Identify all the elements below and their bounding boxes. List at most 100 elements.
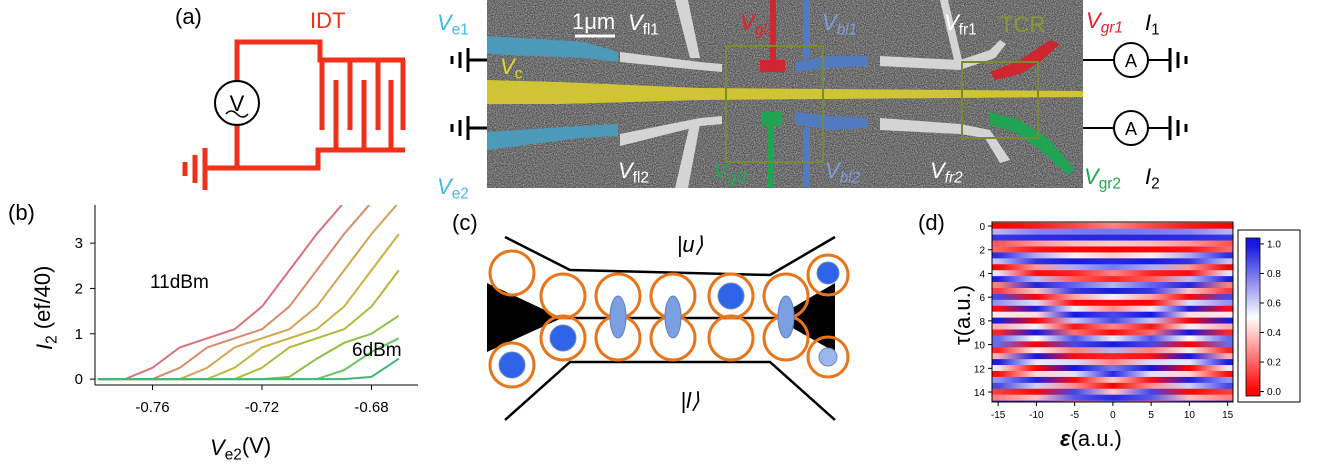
y-tick-label: 0 (75, 371, 83, 388)
colorbar-tick-label: 1.0 (1267, 239, 1281, 250)
region-label: TCR (1000, 12, 1045, 37)
y-tick-label: 0 (979, 222, 985, 233)
heatmap (992, 223, 1233, 407)
colorbar-tick-label: 0.8 (1267, 269, 1281, 280)
heatmap-row (992, 229, 1233, 236)
y-tick-label: 3 (75, 235, 83, 252)
state-label: |l⟩ (680, 388, 700, 413)
subscript: bl1 (837, 22, 858, 39)
label-rest: (a.u.) (1071, 426, 1122, 451)
y-tick-label: 1 (75, 326, 83, 343)
heatmap-row (992, 258, 1233, 265)
heatmap-row (992, 371, 1233, 378)
scale-bar-label: 1μm (572, 9, 615, 34)
x-axis-label: ε(a.u.) (1060, 426, 1122, 451)
x-axis-label: Ve2(V) (210, 433, 271, 464)
current-label: I1 (1145, 10, 1160, 39)
heatmap-row (992, 312, 1233, 319)
y-tick-label: 2 (979, 246, 985, 257)
heatmap-row (992, 365, 1233, 372)
heatmap-row (992, 288, 1233, 295)
y-axis-label: I2 (ef/40) (30, 266, 61, 350)
y-tick-label: 6 (979, 293, 985, 304)
symbol: ε (1060, 426, 1071, 451)
x-tick-label: 15 (1222, 410, 1234, 421)
y-tick-label: 12 (974, 364, 986, 375)
label-rest: (ef/40) (30, 266, 55, 336)
x-tick-label: 0 (1110, 410, 1116, 421)
panel-label: (b) (8, 200, 35, 225)
x-tick-label: 10 (1184, 410, 1196, 421)
heatmap-row (992, 306, 1233, 313)
x-tick-label: 5 (1148, 410, 1154, 421)
heatmap-row (992, 389, 1233, 396)
subscript: gl2 (728, 170, 749, 187)
subscript: 2 (44, 335, 61, 344)
gate-label: Vgr1 (1086, 8, 1123, 37)
heatmap-row (992, 395, 1233, 402)
source-label: V (230, 91, 245, 116)
page: { "panel_a": { "label": "(a)", "idt": "I… (0, 0, 1338, 466)
ammeter-label: A (1125, 51, 1137, 71)
subscript: gr1 (1101, 20, 1123, 37)
colorbar-tick-label: 0.4 (1267, 328, 1281, 339)
label-rest: (V) (242, 433, 271, 458)
x-tick-label: -15 (991, 410, 1006, 421)
current-label: I2 (1145, 164, 1160, 193)
heatmap-row (992, 359, 1233, 366)
heatmap-row (992, 235, 1233, 242)
heatmap-row (992, 347, 1233, 354)
heatmap-row (992, 264, 1233, 271)
colorbar-tick-label: 0.0 (1267, 387, 1281, 398)
heatmap-row (992, 294, 1233, 301)
subscript: fl2 (633, 170, 649, 187)
subscript: gr2 (1099, 176, 1121, 193)
heatmap-row (992, 335, 1233, 342)
annotation: 6dBm (352, 340, 402, 361)
subscript: 1 (1151, 22, 1160, 39)
panel-label: (d) (918, 210, 945, 235)
x-tick-label: -10 (1029, 410, 1044, 421)
heatmap-row (992, 318, 1233, 325)
heatmap-row (992, 383, 1233, 390)
heatmap-row (992, 282, 1233, 289)
idt-circuit (185, 42, 405, 190)
y-tick-label: 2 (75, 280, 83, 297)
subscript: e2 (452, 186, 469, 203)
x-tick-label: -5 (1070, 410, 1079, 421)
subscript: c (515, 66, 523, 83)
heatmap-row (992, 300, 1233, 307)
heatmap-row (992, 324, 1233, 331)
subscript: bl2 (840, 170, 861, 187)
left-grounds (452, 48, 487, 140)
y-axis-label: τ(a.u.) (950, 285, 975, 345)
data-line (98, 359, 399, 379)
subscript: fl1 (643, 22, 659, 39)
heatmap-row (992, 270, 1233, 277)
state-label: |u⟩ (677, 232, 704, 257)
idt-label: IDT (310, 8, 345, 33)
subscript: fr1 (959, 22, 977, 39)
gate-label: Ve1 (437, 10, 469, 39)
gate-label: Vgr2 (1084, 164, 1121, 193)
x-tick-label: -0.72 (245, 399, 279, 416)
colorbar-tick-label: 0.2 (1267, 358, 1281, 369)
panel-label: (a) (175, 4, 202, 29)
heatmap-row (992, 252, 1233, 259)
y-tick-label: 10 (974, 341, 986, 352)
annotation: 11dBm (150, 272, 209, 293)
x-tick-label: -0.76 (135, 399, 169, 416)
heatmap-row (992, 329, 1233, 336)
x-tick-label: -0.68 (354, 399, 388, 416)
y-tick-label: 14 (974, 388, 986, 399)
heatmap-row (992, 341, 1233, 348)
dot-diagram (487, 237, 848, 420)
colorbar-tick-label: 0.6 (1267, 298, 1281, 309)
ammeter-label: A (1125, 119, 1137, 139)
heatmap-row (992, 223, 1233, 230)
heatmap-row (992, 246, 1233, 253)
panel-label: (c) (452, 210, 478, 235)
subscript: fr2 (945, 170, 963, 187)
heatmap-row (992, 241, 1233, 248)
subscript: e2 (225, 447, 242, 464)
